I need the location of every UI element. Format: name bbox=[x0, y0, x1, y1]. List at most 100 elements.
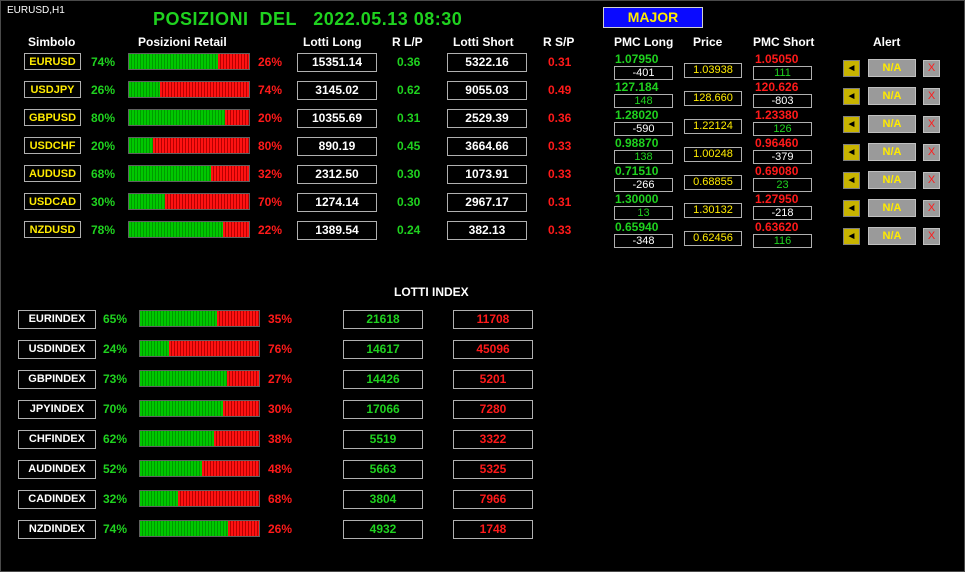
long-percent: 74% bbox=[91, 55, 116, 69]
index-position-bar bbox=[139, 460, 260, 477]
index-name-button[interactable]: NZDINDEX bbox=[18, 520, 96, 539]
index-name-button[interactable]: AUDINDEX bbox=[18, 460, 96, 479]
ratio-lp-value: 0.45 bbox=[397, 139, 421, 153]
short-bar-segment bbox=[160, 82, 249, 97]
index-position-bar bbox=[139, 400, 260, 417]
symbol-button[interactable]: AUDUSD bbox=[24, 165, 81, 182]
alert-bell-icon[interactable]: ◄ bbox=[843, 116, 860, 133]
symbol-button[interactable]: USDCAD bbox=[24, 193, 81, 210]
lots-short-value: 2529.39 bbox=[447, 109, 527, 128]
index-short-percent: 27% bbox=[268, 372, 293, 386]
index-long-percent: 73% bbox=[103, 372, 128, 386]
symbol-button[interactable]: USDCHF bbox=[24, 137, 81, 154]
alert-bell-icon[interactable]: ◄ bbox=[843, 228, 860, 245]
pmc-short-value: 1.23380 bbox=[755, 108, 799, 122]
index-name-button[interactable]: CADINDEX bbox=[18, 490, 96, 509]
symbol-button[interactable]: GBPUSD bbox=[24, 109, 81, 126]
remove-alert-button[interactable]: X bbox=[923, 88, 940, 105]
remove-alert-button[interactable]: X bbox=[923, 60, 940, 77]
index-lots-long: 5519 bbox=[343, 430, 423, 449]
index-long-percent: 74% bbox=[103, 522, 128, 536]
index-name-button[interactable]: CHFINDEX bbox=[18, 430, 96, 449]
pmc-long-diff: 13 bbox=[614, 206, 673, 220]
index-long-percent: 70% bbox=[103, 402, 128, 416]
index-lots-long: 3804 bbox=[343, 490, 423, 509]
index-name-button[interactable]: GBPINDEX bbox=[18, 370, 96, 389]
ratio-lp-value: 0.31 bbox=[397, 111, 421, 125]
alert-value-button[interactable]: N/A bbox=[868, 171, 916, 189]
index-name-button[interactable]: USDINDEX bbox=[18, 340, 96, 359]
lots-long-value: 3145.02 bbox=[297, 81, 377, 100]
symbol-button[interactable]: EURUSD bbox=[24, 53, 81, 70]
short-bar-segment bbox=[210, 166, 249, 181]
alert-value-button[interactable]: N/A bbox=[868, 115, 916, 133]
short-percent: 26% bbox=[258, 55, 283, 69]
index-position-bar bbox=[139, 490, 260, 507]
alert-bell-icon[interactable]: ◄ bbox=[843, 200, 860, 217]
header-lots-long: Lotti Long bbox=[303, 35, 362, 49]
index-position-bar bbox=[139, 430, 260, 447]
alert-value-button[interactable]: N/A bbox=[868, 59, 916, 77]
lots-short-value: 382.13 bbox=[447, 221, 527, 240]
remove-alert-button[interactable]: X bbox=[923, 144, 940, 161]
short-bar-segment bbox=[223, 401, 259, 416]
price-value: 0.68855 bbox=[684, 175, 742, 190]
header-pmc-short: PMC Short bbox=[753, 35, 815, 49]
header-lots-short: Lotti Short bbox=[453, 35, 514, 49]
short-bar-segment bbox=[222, 222, 249, 237]
header-pmc-long: PMC Long bbox=[614, 35, 674, 49]
long-bar-segment bbox=[140, 371, 227, 386]
index-long-percent: 52% bbox=[103, 462, 128, 476]
index-name-button[interactable]: JPYINDEX bbox=[18, 400, 96, 419]
index-name-button[interactable]: EURINDEX bbox=[18, 310, 96, 329]
long-percent: 26% bbox=[91, 83, 116, 97]
alert-value-button[interactable]: N/A bbox=[868, 143, 916, 161]
symbol-button[interactable]: USDJPY bbox=[24, 81, 81, 98]
short-percent: 32% bbox=[258, 167, 283, 181]
index-long-percent: 65% bbox=[103, 312, 128, 326]
short-percent: 80% bbox=[258, 139, 283, 153]
pmc-long-value: 0.71510 bbox=[615, 164, 659, 178]
major-button[interactable]: MAJOR bbox=[603, 7, 703, 28]
price-value: 1.03938 bbox=[684, 63, 742, 78]
remove-alert-button[interactable]: X bbox=[923, 172, 940, 189]
long-bar-segment bbox=[129, 54, 218, 69]
alert-bell-icon[interactable]: ◄ bbox=[843, 88, 860, 105]
pmc-long-value: 1.30000 bbox=[615, 192, 659, 206]
lots-short-value: 5322.16 bbox=[447, 53, 527, 72]
lots-short-value: 2967.17 bbox=[447, 193, 527, 212]
pmc-short-diff: 126 bbox=[753, 122, 812, 136]
index-lots-short: 45096 bbox=[453, 340, 533, 359]
alert-bell-icon[interactable]: ◄ bbox=[843, 60, 860, 77]
index-long-percent: 62% bbox=[103, 432, 128, 446]
pmc-short-diff: 23 bbox=[753, 178, 812, 192]
index-lots-short: 7966 bbox=[453, 490, 533, 509]
index-position-bar bbox=[139, 340, 260, 357]
price-value: 128.660 bbox=[684, 91, 742, 106]
alert-bell-icon[interactable]: ◄ bbox=[843, 172, 860, 189]
long-bar-segment bbox=[140, 431, 214, 446]
long-percent: 78% bbox=[91, 223, 116, 237]
alert-bell-icon[interactable]: ◄ bbox=[843, 144, 860, 161]
alert-value-button[interactable]: N/A bbox=[868, 87, 916, 105]
retail-position-bar bbox=[128, 53, 250, 70]
pmc-long-diff: 138 bbox=[614, 150, 673, 164]
remove-alert-button[interactable]: X bbox=[923, 200, 940, 217]
short-bar-segment bbox=[153, 138, 249, 153]
index-lots-long: 14617 bbox=[343, 340, 423, 359]
remove-alert-button[interactable]: X bbox=[923, 116, 940, 133]
ratio-sp-value: 0.31 bbox=[548, 55, 572, 69]
alert-value-button[interactable]: N/A bbox=[868, 227, 916, 245]
ratio-sp-value: 0.49 bbox=[548, 83, 572, 97]
header-alert: Alert bbox=[873, 35, 901, 49]
alert-value-button[interactable]: N/A bbox=[868, 199, 916, 217]
symbol-button[interactable]: NZDUSD bbox=[24, 221, 81, 238]
lots-short-value: 3664.66 bbox=[447, 137, 527, 156]
pmc-short-value: 1.05050 bbox=[755, 52, 799, 66]
price-value: 1.22124 bbox=[684, 119, 742, 134]
remove-alert-button[interactable]: X bbox=[923, 228, 940, 245]
pmc-long-value: 127.184 bbox=[615, 80, 659, 94]
long-bar-segment bbox=[129, 82, 161, 97]
pmc-short-diff: -218 bbox=[753, 206, 812, 220]
lots-long-value: 2312.50 bbox=[297, 165, 377, 184]
